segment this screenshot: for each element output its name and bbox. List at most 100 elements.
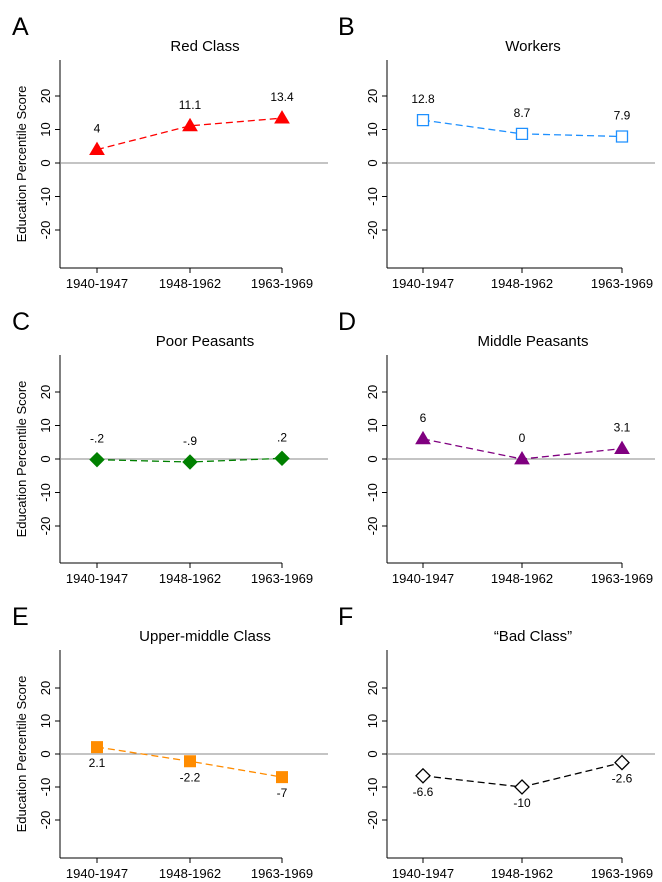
y-tick-label: 0 bbox=[38, 750, 53, 757]
y-tick-label: -20 bbox=[38, 811, 53, 830]
panel-title: Workers bbox=[505, 38, 561, 55]
data-label: 7.9 bbox=[614, 109, 631, 123]
data-point bbox=[89, 451, 105, 468]
x-tick-label: 1940-1947 bbox=[392, 571, 454, 586]
y-tick-label: -10 bbox=[38, 483, 53, 502]
data-point bbox=[184, 755, 196, 768]
data-point bbox=[91, 741, 103, 754]
data-label: -.9 bbox=[183, 434, 197, 448]
y-tick-label: 20 bbox=[365, 385, 380, 399]
y-tick-label: 0 bbox=[365, 750, 380, 757]
y-tick-label: 10 bbox=[38, 122, 53, 136]
data-point bbox=[415, 767, 431, 784]
panel-title: Middle Peasants bbox=[478, 333, 589, 350]
y-tick-label: -20 bbox=[365, 517, 380, 536]
y-tick-label: 20 bbox=[365, 681, 380, 695]
x-tick-label: 1963-1969 bbox=[591, 571, 653, 586]
data-label: 6 bbox=[420, 411, 427, 425]
panel-b: B Workers 20 10 0 -10 -20 1940-1947 1948-1962 196… bbox=[338, 13, 655, 291]
panel-f: F “Bad Class” 20 10 0 -10 -20 1940-1947 1948-196… bbox=[338, 603, 655, 881]
y-tick-label: -20 bbox=[365, 811, 380, 830]
y-tick-label: 20 bbox=[38, 681, 53, 695]
x-tick-label: 1940-1947 bbox=[392, 866, 454, 881]
x-tick-label: 1940-1947 bbox=[66, 276, 128, 291]
y-tick-label: -10 bbox=[365, 778, 380, 797]
x-tick-label: 1963-1969 bbox=[251, 276, 313, 291]
data-point bbox=[514, 779, 530, 795]
data-point bbox=[182, 117, 198, 132]
y-axis-label: Education Percentile Score bbox=[14, 676, 29, 833]
x-tick-label: 1948-1962 bbox=[491, 276, 553, 291]
y-axis-label: Education Percentile Score bbox=[14, 86, 29, 243]
y-tick-label: 10 bbox=[38, 418, 53, 432]
series-line bbox=[96, 117, 283, 151]
data-label: 3.1 bbox=[614, 421, 631, 435]
panel-letter: B bbox=[338, 13, 355, 41]
y-tick-label: 20 bbox=[38, 89, 53, 103]
y-tick-label: 0 bbox=[365, 455, 380, 462]
panel-letter: C bbox=[12, 308, 30, 336]
data-point bbox=[274, 110, 290, 124]
y-tick-label: 0 bbox=[38, 159, 53, 166]
x-tick-label: 1963-1969 bbox=[251, 571, 313, 586]
data-point bbox=[415, 430, 431, 445]
y-tick-label: 0 bbox=[365, 159, 380, 166]
data-label: 2.1 bbox=[89, 756, 106, 770]
x-tick-label: 1963-1969 bbox=[591, 866, 653, 881]
y-tick-label: -20 bbox=[365, 221, 380, 240]
data-label: -10 bbox=[513, 796, 531, 810]
panel-letter: A bbox=[12, 13, 29, 41]
data-label: 11.1 bbox=[179, 98, 202, 112]
data-label: 4 bbox=[94, 122, 101, 136]
data-label: 13.4 bbox=[270, 90, 294, 104]
data-label: 12.8 bbox=[411, 92, 435, 106]
data-point bbox=[182, 454, 198, 470]
y-tick-label: 20 bbox=[38, 385, 53, 399]
y-tick-label: -10 bbox=[365, 483, 380, 502]
panel-e: E Upper-middle Class Education Percentile … bbox=[12, 603, 328, 881]
panel-d: D Middle Peasants 20 10 0 -10 -20 1940-1947 1948… bbox=[338, 308, 655, 586]
panel-title: Poor Peasants bbox=[156, 333, 254, 350]
x-tick-label: 1963-1969 bbox=[591, 276, 653, 291]
data-point bbox=[515, 127, 529, 141]
data-label: 8.7 bbox=[514, 106, 531, 120]
y-axis-label: Education Percentile Score bbox=[14, 381, 29, 538]
x-tick-label: 1940-1947 bbox=[66, 571, 128, 586]
panel-title: Upper-middle Class bbox=[139, 628, 271, 645]
data-point bbox=[514, 451, 530, 465]
y-tick-label: 10 bbox=[38, 714, 53, 728]
y-tick-label: -20 bbox=[38, 221, 53, 240]
data-point bbox=[89, 141, 105, 155]
data-point bbox=[614, 440, 630, 455]
x-tick-label: 1948-1962 bbox=[159, 276, 221, 291]
panel-letter: E bbox=[12, 603, 29, 631]
x-tick-label: 1948-1962 bbox=[159, 866, 221, 881]
x-tick-label: 1948-1962 bbox=[491, 866, 553, 881]
data-point bbox=[614, 754, 630, 771]
data-label: .2 bbox=[277, 430, 287, 444]
x-tick-label: 1940-1947 bbox=[66, 866, 128, 881]
y-tick-label: -10 bbox=[38, 778, 53, 797]
y-tick-label: 10 bbox=[365, 714, 380, 728]
data-label: 0 bbox=[519, 431, 526, 445]
x-tick-label: 1963-1969 bbox=[251, 866, 313, 881]
y-tick-label: 0 bbox=[38, 455, 53, 462]
panel-title: Red Class bbox=[170, 38, 239, 55]
y-tick-label: 10 bbox=[365, 418, 380, 432]
y-tick-label: -10 bbox=[38, 187, 53, 206]
panel-title: “Bad Class” bbox=[494, 628, 572, 645]
data-point bbox=[276, 771, 288, 784]
panel-c: C Poor Peasants Education Percentile Score… bbox=[12, 308, 328, 586]
data-label: -2.2 bbox=[180, 770, 201, 784]
y-tick-label: 10 bbox=[365, 122, 380, 136]
x-tick-label: 1948-1962 bbox=[159, 571, 221, 586]
x-tick-label: 1948-1962 bbox=[491, 571, 553, 586]
panel-letter: F bbox=[338, 603, 353, 631]
data-label: -.2 bbox=[90, 432, 104, 446]
y-tick-label: -10 bbox=[365, 187, 380, 206]
x-tick-label: 1940-1947 bbox=[392, 276, 454, 291]
y-tick-label: -20 bbox=[38, 517, 53, 536]
data-point bbox=[615, 130, 629, 143]
y-tick-label: 20 bbox=[365, 89, 380, 103]
